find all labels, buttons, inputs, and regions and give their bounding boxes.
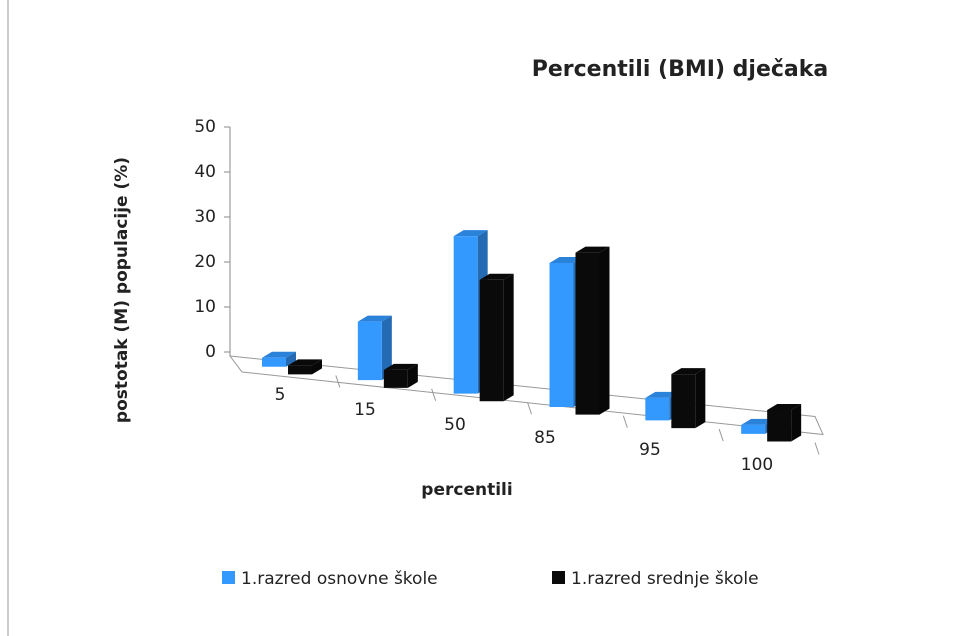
bar-face [645, 391, 680, 398]
bar-face [453, 230, 488, 237]
bar-face [741, 424, 766, 434]
bar-face [357, 315, 392, 322]
bar [767, 403, 802, 442]
legend-swatch [552, 571, 565, 584]
bar-face [357, 321, 382, 381]
bar [671, 368, 706, 429]
bar [479, 273, 514, 402]
x-tick [431, 388, 437, 401]
bar-face [575, 246, 610, 253]
bar-face [453, 236, 478, 394]
x-tick-label: 5 [275, 385, 286, 405]
x-tick-label: 100 [741, 455, 773, 475]
y-tick-label: 30 [194, 207, 216, 227]
bar-face [767, 403, 802, 410]
bar-face [767, 409, 792, 442]
bar-face [671, 374, 696, 429]
bar-face [479, 279, 504, 402]
bar-face [575, 252, 600, 415]
bar-face [741, 418, 776, 425]
x-tick [622, 415, 628, 428]
x-tick-label: 50 [444, 415, 466, 435]
bar-face [503, 273, 514, 402]
x-tick [718, 428, 724, 442]
bar-face [599, 246, 610, 415]
x-axis-label: percentili [421, 480, 512, 500]
x-tick-label: 95 [639, 440, 661, 460]
bar-face [383, 363, 418, 370]
y-tick-label: 50 [194, 117, 216, 137]
y-axis-label: postotak (M) populacije (%) [112, 157, 132, 423]
bar [383, 363, 418, 388]
legend-swatch [222, 571, 235, 584]
y-tick-label: 10 [194, 297, 216, 317]
bar-face [312, 359, 322, 375]
floor [228, 355, 824, 436]
bar-face [381, 315, 392, 381]
bar-face [549, 257, 584, 264]
bar-face [479, 273, 514, 280]
bar [288, 359, 322, 375]
bar-face [286, 351, 296, 367]
bar-face [645, 397, 670, 421]
bar-face [549, 263, 574, 408]
y-tick-label: 0 [205, 342, 216, 362]
bar-face [288, 365, 312, 375]
chart-title: Percentili (BMI) dječaka [532, 57, 829, 82]
bar [575, 246, 610, 415]
y-tick-label: 40 [194, 162, 216, 182]
x-tick [527, 402, 532, 415]
x-tick [335, 375, 341, 388]
y-tick-label: 20 [194, 252, 216, 272]
bar-face [791, 403, 802, 442]
legend-label: 1.razred srednje škole [571, 569, 759, 589]
bar-face [671, 368, 706, 375]
bar-face [383, 369, 408, 388]
x-tick-label: 15 [354, 400, 376, 420]
x-tick-label: 85 [534, 428, 556, 448]
bar-face [288, 359, 322, 366]
bar [357, 315, 392, 381]
bar-face [262, 357, 286, 367]
bar-face [407, 363, 418, 388]
bar [262, 351, 296, 367]
bar-face [695, 368, 706, 429]
x-tick [814, 442, 820, 455]
bar-face [262, 351, 296, 358]
legend-label: 1.razred osnovne škole [241, 569, 438, 589]
